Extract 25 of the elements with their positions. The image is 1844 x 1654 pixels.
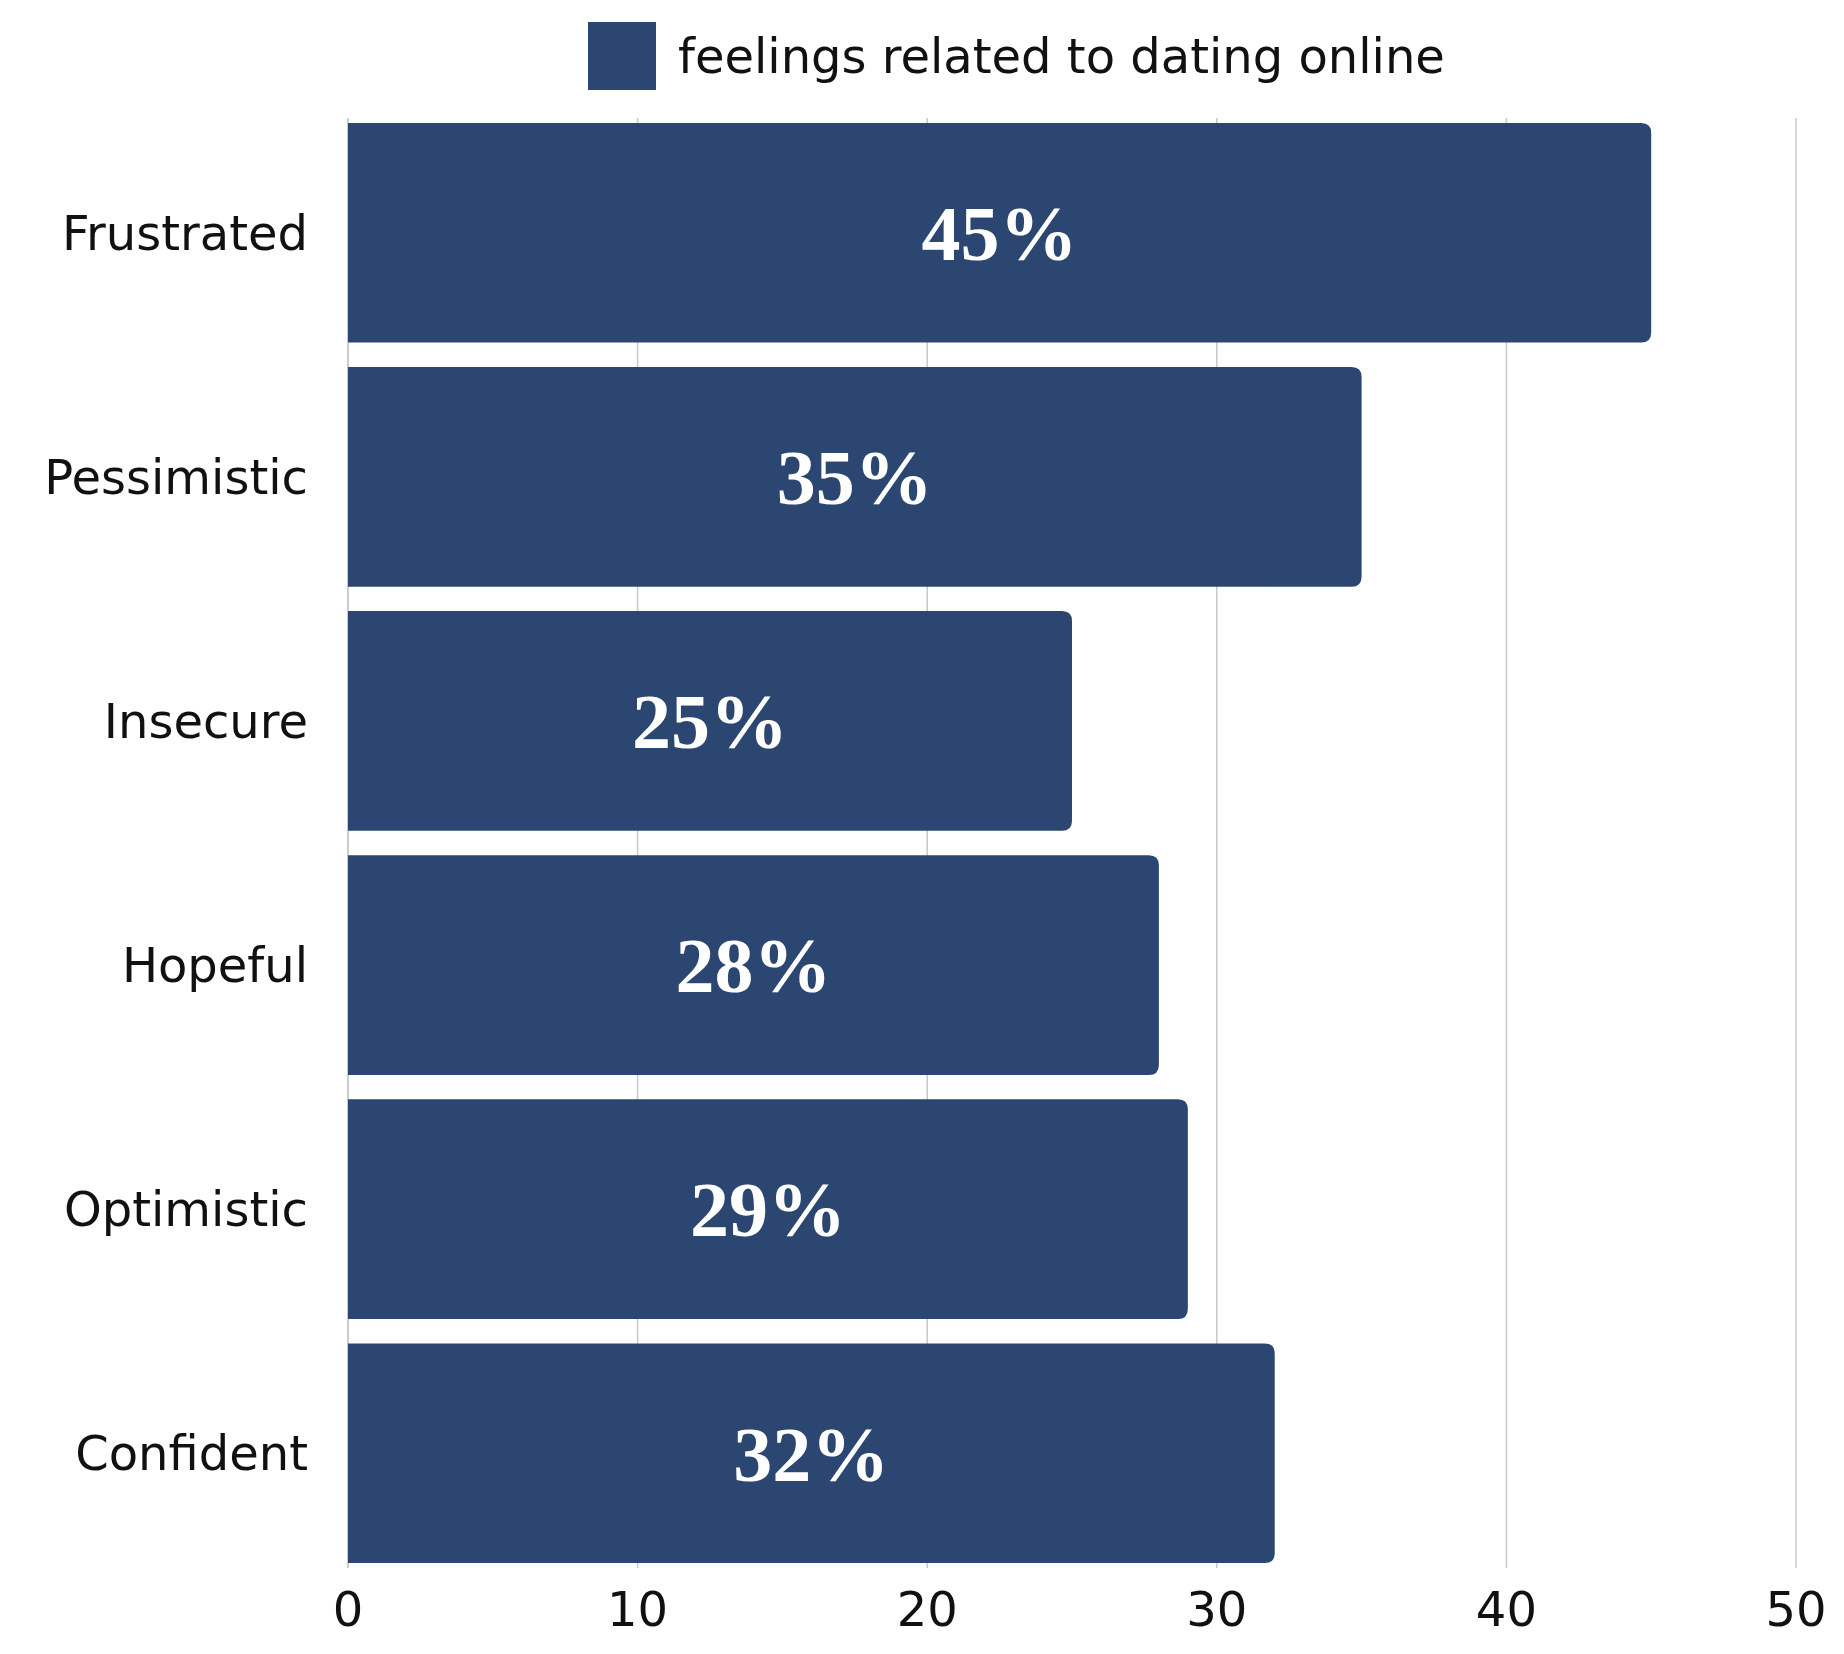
y-tick-label: Confident	[75, 1425, 308, 1482]
y-tick-label: Optimistic	[63, 1180, 308, 1237]
y-tick-label: Insecure	[103, 692, 308, 749]
y-tick-label: Pessimistic	[44, 448, 308, 505]
data-label: 29%	[689, 1166, 846, 1254]
bar	[348, 611, 1072, 831]
x-tick-label: 40	[1475, 1581, 1537, 1637]
y-tick-label: Frustrated	[61, 204, 308, 261]
bar	[348, 855, 1159, 1075]
bar	[348, 1343, 1275, 1564]
bar	[348, 122, 1652, 343]
data-label: 45%	[921, 190, 1078, 278]
y-tick-label: Hopeful	[121, 936, 308, 993]
bar	[348, 1099, 1188, 1320]
data-label: 28%	[675, 922, 832, 1010]
x-tick-label: 30	[1186, 1581, 1248, 1637]
x-tick-label: 20	[896, 1581, 958, 1637]
legend-label: feelings related to dating online	[678, 27, 1445, 84]
data-label: 25%	[632, 678, 788, 766]
bar	[348, 366, 1362, 587]
data-label: 35%	[776, 434, 933, 522]
x-tick-label: 50	[1765, 1581, 1827, 1637]
data-label: 32%	[733, 1410, 890, 1498]
x-tick-label: 0	[332, 1581, 364, 1637]
x-tick-label: 10	[607, 1581, 669, 1637]
